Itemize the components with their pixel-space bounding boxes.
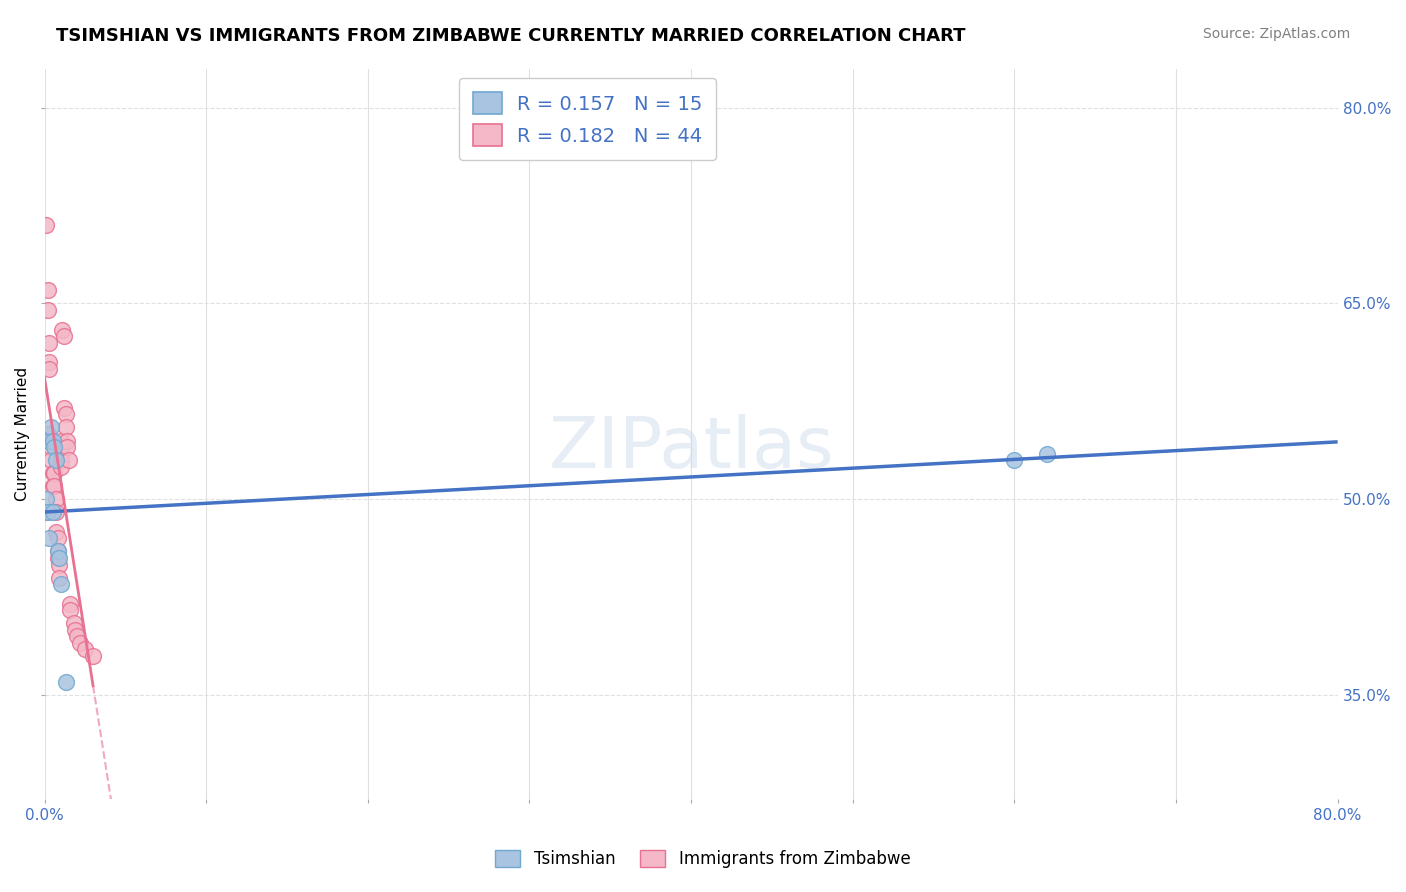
Point bbox=[49, 440, 72, 454]
Point bbox=[69, 636, 91, 650]
Point bbox=[82, 648, 104, 663]
Point bbox=[55, 408, 77, 422]
Point bbox=[38, 434, 60, 448]
Point bbox=[45, 492, 67, 507]
Point bbox=[39, 440, 62, 454]
Point bbox=[65, 623, 87, 637]
Point bbox=[37, 284, 59, 298]
Y-axis label: Currently Married: Currently Married bbox=[15, 367, 30, 501]
Point bbox=[44, 479, 66, 493]
Point bbox=[46, 544, 69, 558]
Point bbox=[59, 597, 82, 611]
Point bbox=[48, 551, 70, 566]
Point bbox=[49, 577, 72, 591]
Point bbox=[48, 558, 70, 572]
Point bbox=[41, 466, 63, 480]
Point bbox=[46, 551, 69, 566]
Point bbox=[49, 453, 72, 467]
Point bbox=[35, 492, 58, 507]
Point bbox=[48, 570, 70, 584]
Point bbox=[41, 434, 63, 448]
Point bbox=[46, 544, 69, 558]
Point bbox=[46, 532, 69, 546]
Point bbox=[59, 603, 82, 617]
Point bbox=[73, 642, 96, 657]
Point bbox=[66, 629, 89, 643]
Point bbox=[44, 440, 66, 454]
Point bbox=[38, 532, 60, 546]
Point bbox=[38, 361, 60, 376]
Point bbox=[49, 434, 72, 448]
Point bbox=[53, 329, 76, 343]
Point bbox=[55, 420, 77, 434]
Point bbox=[44, 466, 66, 480]
Point bbox=[56, 440, 79, 454]
Point bbox=[1002, 453, 1025, 467]
Legend: R = 0.157   N = 15, R = 0.182   N = 44: R = 0.157 N = 15, R = 0.182 N = 44 bbox=[458, 78, 716, 160]
Point bbox=[38, 335, 60, 350]
Text: Source: ZipAtlas.com: Source: ZipAtlas.com bbox=[1202, 27, 1350, 41]
Point bbox=[58, 453, 80, 467]
Point bbox=[37, 427, 59, 442]
Point bbox=[45, 524, 67, 539]
Point bbox=[39, 434, 62, 448]
Point bbox=[35, 505, 58, 519]
Point bbox=[41, 505, 63, 519]
Point bbox=[51, 322, 73, 336]
Point bbox=[53, 401, 76, 415]
Point bbox=[45, 505, 67, 519]
Point bbox=[39, 453, 62, 467]
Point bbox=[62, 616, 84, 631]
Point bbox=[37, 505, 59, 519]
Point bbox=[55, 675, 77, 690]
Point bbox=[37, 303, 59, 318]
Point bbox=[38, 355, 60, 369]
Point bbox=[39, 420, 62, 434]
Point bbox=[41, 479, 63, 493]
Point bbox=[35, 218, 58, 232]
Point bbox=[38, 434, 60, 448]
Text: TSIMSHIAN VS IMMIGRANTS FROM ZIMBABWE CURRENTLY MARRIED CORRELATION CHART: TSIMSHIAN VS IMMIGRANTS FROM ZIMBABWE CU… bbox=[56, 27, 966, 45]
Point bbox=[45, 453, 67, 467]
Point bbox=[49, 459, 72, 474]
Legend: Tsimshian, Immigrants from Zimbabwe: Tsimshian, Immigrants from Zimbabwe bbox=[489, 843, 917, 875]
Text: ZIPatlas: ZIPatlas bbox=[548, 414, 834, 483]
Point bbox=[56, 434, 79, 448]
Point bbox=[1035, 446, 1057, 460]
